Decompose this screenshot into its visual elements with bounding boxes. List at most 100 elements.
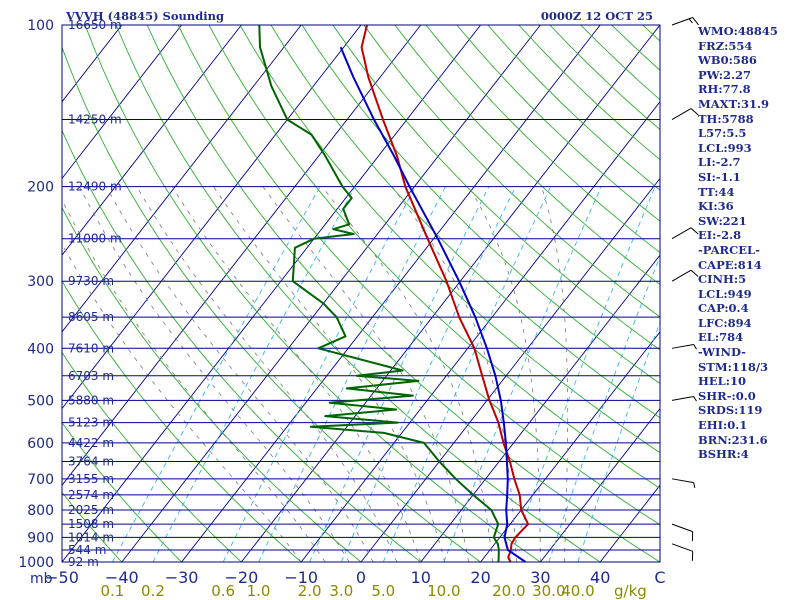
pressure-tick-label: 1000 <box>18 555 54 571</box>
sounding-index: SW:221 <box>698 213 747 228</box>
mixing-ratio-line <box>548 255 660 562</box>
moist-adiabat-line <box>541 186 569 562</box>
dry-adiabat-line <box>208 25 660 489</box>
height-label: 16650 m <box>68 18 122 32</box>
grid-layer <box>62 25 660 562</box>
pressure-tick-label: 900 <box>27 530 54 546</box>
sounding-index: LFC:894 <box>698 315 752 330</box>
plot-frame <box>61 24 661 563</box>
sounding-indices-panel: WMO:48845 FRZ:554 WB0:586 PW:2.27 RH:77.8 MAX… <box>698 24 798 462</box>
height-label: 2025 m <box>68 503 114 517</box>
sounding-index: CINH:5 <box>698 272 747 287</box>
isotherm-line <box>300 100 660 562</box>
sounding-index: LI:-2.7 <box>698 155 741 170</box>
height-label: 8605 m <box>68 310 114 324</box>
height-label: 6703 m <box>68 369 114 383</box>
sounding-index: STM:118/3 <box>698 359 769 374</box>
sounding-index: KI:36 <box>698 199 734 214</box>
wind-barb <box>671 227 699 240</box>
temperature-tick-label: 0 <box>356 568 366 587</box>
sounding-index: FRZ:554 <box>698 38 753 53</box>
sounding-index: LCL:993 <box>698 140 752 155</box>
dry-adiabat-line <box>394 25 660 286</box>
isotherm-line <box>62 25 481 562</box>
dry-adiabat-line <box>425 25 660 254</box>
sounding-index: CAP:0.4 <box>698 301 749 316</box>
height-label: 9730 m <box>68 274 114 288</box>
moist-adiabat-line <box>79 186 350 562</box>
isotherm-line <box>62 25 362 410</box>
mixing-ratio-line <box>309 186 490 562</box>
mixing-ratio-tick-label: 40.0 <box>561 582 594 600</box>
wind-barb <box>671 343 697 350</box>
sounding-index: BRN:231.6 <box>698 432 768 447</box>
sounding-index: BSHR:4 <box>698 447 749 462</box>
sounding-index: TT:44 <box>698 184 735 199</box>
mixing-ratio-tick-label: 5.0 <box>371 582 395 600</box>
mixing-ratio-tick-label: 3.0 <box>329 582 353 600</box>
temperature-trace <box>360 25 530 562</box>
wind-barb <box>671 478 696 489</box>
height-label: 11000 m <box>68 232 122 246</box>
chart-title: VVVH (48845) Sounding <box>65 9 224 23</box>
moist-adiabat-line <box>391 186 517 562</box>
dry-adiabat-line <box>332 25 660 351</box>
sounding-index: PW:2.27 <box>698 67 752 82</box>
mixing-ratio-unit-label: g/kg <box>614 582 647 600</box>
pressure-tick-label: 400 <box>27 341 54 357</box>
sounding-index: EHI:0.1 <box>698 418 748 433</box>
dewpoint-trace <box>258 25 500 562</box>
isotherm-line <box>62 25 302 333</box>
parcel-trace <box>339 46 527 562</box>
temperature-tick-label: C <box>654 568 665 587</box>
height-label: 5123 m <box>68 416 114 430</box>
pressure-tick-label: 600 <box>27 436 54 452</box>
height-label: 5880 m <box>68 393 114 407</box>
mixing-ratio-line <box>222 186 416 562</box>
temperature-tick-label: −20 <box>225 568 259 587</box>
wind-barb-layer <box>671 17 699 561</box>
isotherm-line <box>62 25 422 487</box>
trace-layer <box>258 25 530 562</box>
isotherm-line <box>121 25 541 562</box>
sounding-index: SRDS:119 <box>698 403 763 418</box>
temperature-tick-label: 30 <box>530 568 550 587</box>
height-label: 92 m <box>68 555 99 569</box>
temperature-tick-label: −40 <box>105 568 139 587</box>
mixing-ratio-tick-label: 20.0 <box>492 582 525 600</box>
isotherm-line <box>540 407 660 562</box>
mixing-ratio-tick-label: 0.2 <box>141 582 165 600</box>
mixing-ratio-line <box>258 186 446 562</box>
height-label: 1014 m <box>68 530 114 544</box>
sounding-index: -PARCEL- <box>698 242 760 257</box>
pressure-tick-label: 300 <box>27 274 54 290</box>
height-label: 1508 m <box>68 517 114 531</box>
wind-barb <box>671 269 699 282</box>
isotherm-line <box>360 177 660 562</box>
isotherm-line <box>480 331 660 562</box>
pressure-tick-label: 700 <box>27 472 54 488</box>
pressure-tick-label: 200 <box>27 180 54 196</box>
wind-barb <box>671 396 697 402</box>
temperature-tick-label: −50 <box>45 568 79 587</box>
sounding-index: RH:77.8 <box>698 82 751 97</box>
wind-barb <box>671 108 699 120</box>
temperature-tick-label: 40 <box>590 568 610 587</box>
height-label: 7610 m <box>68 341 114 355</box>
pressure-tick-label: 500 <box>27 393 54 409</box>
valid-time: 0000Z 12 OCT 25 <box>541 9 653 23</box>
moist-adiabat-line <box>62 243 302 562</box>
sounding-index: EI:-2.8 <box>698 228 742 243</box>
dry-adiabat-line <box>301 25 660 385</box>
dry-adiabat-line <box>239 25 660 454</box>
dry-adiabat-line <box>363 25 660 318</box>
height-label: 4422 m <box>68 436 114 450</box>
pressure-tick-label: 100 <box>27 18 54 34</box>
moist-adiabat-line <box>468 186 541 562</box>
isotherm-line <box>62 25 242 256</box>
sounding-index: WMO:48845 <box>698 24 778 38</box>
sounding-index: LCL:949 <box>698 286 752 301</box>
